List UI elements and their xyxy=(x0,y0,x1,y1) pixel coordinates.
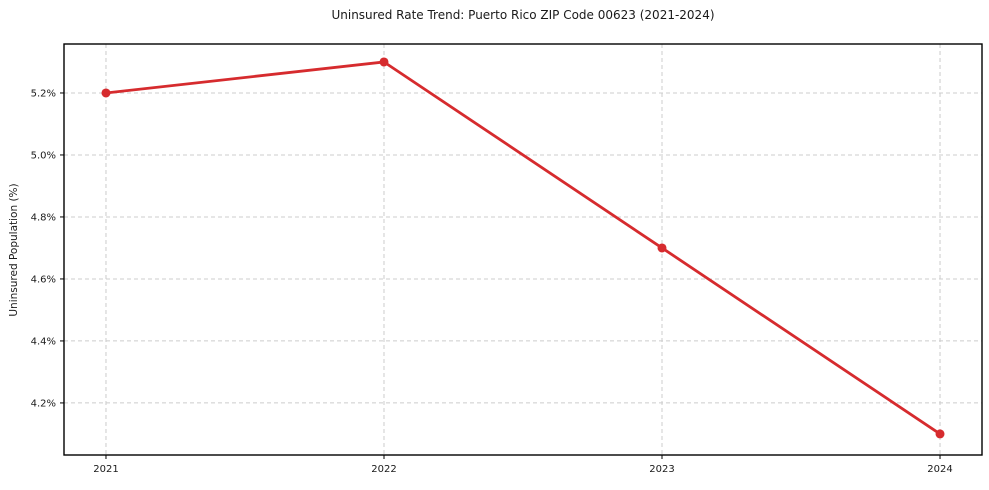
x-tick-label: 2023 xyxy=(649,464,674,475)
plot-box xyxy=(63,43,983,456)
y-axis-label: Uninsured Population (%) xyxy=(8,183,20,317)
x-tick-label: 2024 xyxy=(927,464,952,475)
y-tick-label: 4.8% xyxy=(31,212,56,223)
x-tick-label: 2021 xyxy=(93,464,118,475)
data-point-marker xyxy=(935,429,945,439)
x-tick-label: 2022 xyxy=(371,464,396,475)
y-tick-label: 5.2% xyxy=(31,88,56,99)
y-tick-label: 4.6% xyxy=(31,274,56,285)
y-tick-label: 5.0% xyxy=(31,150,56,161)
chart-title: Uninsured Rate Trend: Puerto Rico ZIP Co… xyxy=(331,8,715,22)
y-tick-label: 4.4% xyxy=(31,336,56,347)
data-point-marker xyxy=(657,243,667,253)
y-tick-label: 4.2% xyxy=(31,398,56,409)
data-point-marker xyxy=(101,88,111,98)
trend-line xyxy=(104,60,942,436)
data-point-marker xyxy=(379,57,389,67)
